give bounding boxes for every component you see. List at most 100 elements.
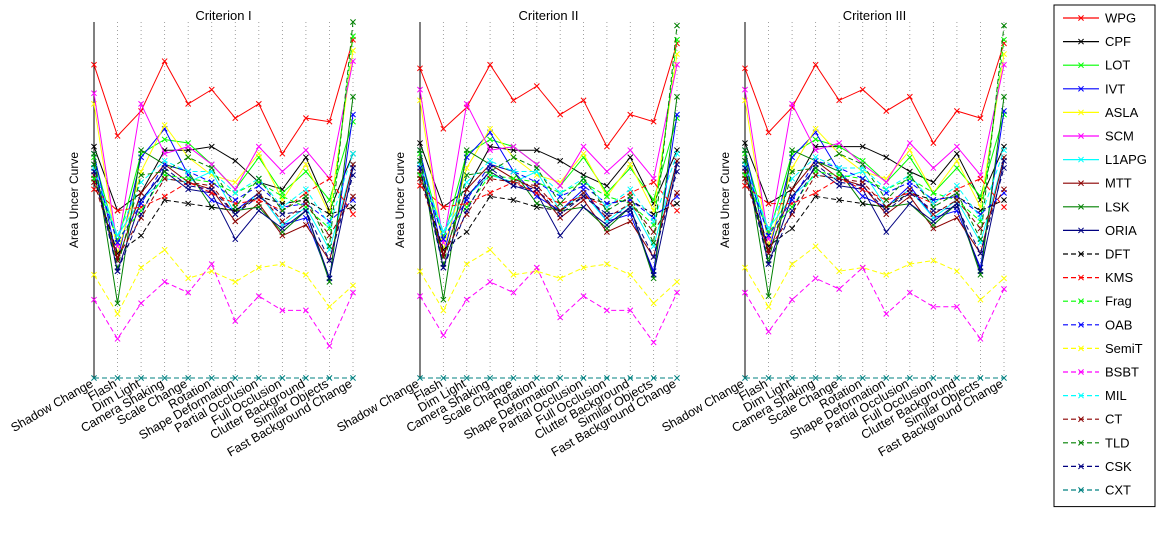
data-point — [185, 182, 192, 189]
data-point — [953, 143, 960, 150]
data-point — [883, 310, 890, 317]
data-point — [279, 168, 286, 175]
data-point — [114, 300, 121, 307]
data-point — [883, 197, 890, 203]
data-point — [279, 261, 286, 268]
legend-item: CXT — [1063, 483, 1131, 498]
legend-marker — [1078, 463, 1084, 470]
data-point — [627, 218, 634, 225]
legend-marker — [1078, 180, 1084, 187]
data-point — [627, 271, 634, 278]
series-semit — [91, 246, 356, 317]
series-frag — [417, 36, 680, 239]
data-point — [812, 172, 819, 179]
data-point — [463, 207, 470, 214]
data-point — [742, 182, 748, 189]
data-point — [232, 318, 239, 324]
data-point — [812, 125, 819, 132]
series-wpg — [417, 40, 680, 150]
legend-marker — [1078, 439, 1084, 446]
data-point — [977, 115, 984, 122]
series-asla — [417, 51, 680, 253]
data-point — [161, 136, 168, 143]
series-line — [419, 266, 678, 344]
series-bsbt — [91, 261, 356, 349]
data-point — [859, 200, 866, 207]
data-point — [953, 157, 960, 164]
data-point — [417, 140, 423, 146]
data-point — [279, 150, 286, 157]
legend-label: CSK — [1105, 459, 1132, 474]
data-point — [557, 157, 564, 164]
data-point — [463, 165, 470, 171]
legend-label: CXT — [1105, 483, 1131, 498]
data-point — [463, 186, 470, 193]
series-line — [419, 39, 678, 237]
legend-item: TLD — [1063, 435, 1130, 450]
data-point — [114, 239, 121, 246]
data-point — [930, 207, 937, 214]
data-point — [812, 243, 819, 250]
series-line — [744, 174, 1005, 251]
legend-item: KMS — [1063, 270, 1134, 285]
data-point — [906, 375, 913, 381]
data-point — [883, 229, 890, 235]
data-point — [487, 375, 494, 381]
data-point — [279, 225, 286, 232]
data-point — [557, 314, 564, 321]
legend-marker — [1078, 416, 1084, 423]
data-point — [557, 111, 564, 118]
data-point — [953, 150, 960, 157]
legend-item: MIL — [1063, 388, 1127, 403]
series-line — [419, 114, 678, 274]
data-point — [742, 165, 748, 171]
series-line — [744, 114, 1005, 238]
chart-title: Criterion III — [843, 8, 907, 23]
data-point — [674, 22, 680, 29]
series-line — [93, 21, 354, 268]
data-point — [279, 193, 286, 200]
data-point — [487, 189, 494, 196]
data-point — [627, 147, 634, 154]
legend-item: DFT — [1063, 247, 1130, 262]
data-point — [440, 307, 447, 314]
data-point — [350, 172, 356, 179]
series-line — [419, 25, 678, 265]
data-point — [161, 375, 168, 381]
data-point — [232, 278, 239, 285]
data-point — [138, 300, 145, 307]
data-point — [789, 207, 796, 214]
series-line — [93, 146, 354, 212]
data-point — [580, 97, 587, 104]
data-point — [627, 111, 634, 118]
data-point — [350, 58, 356, 65]
data-point — [977, 375, 984, 381]
data-point — [185, 168, 192, 175]
chart-panel-criterion-2: Criterion II Area Uncer Curve Shadow Cha… — [334, 8, 680, 459]
series-wpg — [91, 36, 356, 157]
data-point — [557, 211, 564, 218]
data-point — [91, 271, 97, 278]
data-point — [765, 232, 772, 239]
data-point — [510, 182, 517, 189]
series-cxt — [91, 375, 356, 381]
legend-marker — [1078, 345, 1084, 352]
data-point — [533, 83, 540, 90]
data-point — [674, 161, 680, 168]
data-point — [627, 193, 634, 200]
data-point — [440, 204, 447, 211]
legend-marker — [1078, 369, 1084, 375]
data-point — [557, 375, 564, 381]
legend-label: WPG — [1105, 11, 1136, 26]
series-line — [419, 181, 678, 212]
series-semit — [417, 246, 680, 314]
series-line — [419, 160, 678, 248]
data-point — [326, 257, 333, 264]
data-point — [603, 375, 610, 381]
series-line — [419, 160, 678, 259]
gridlines — [117, 22, 354, 378]
data-point — [138, 232, 145, 239]
data-point — [255, 193, 262, 200]
data-point — [417, 182, 423, 189]
data-point — [930, 303, 937, 310]
